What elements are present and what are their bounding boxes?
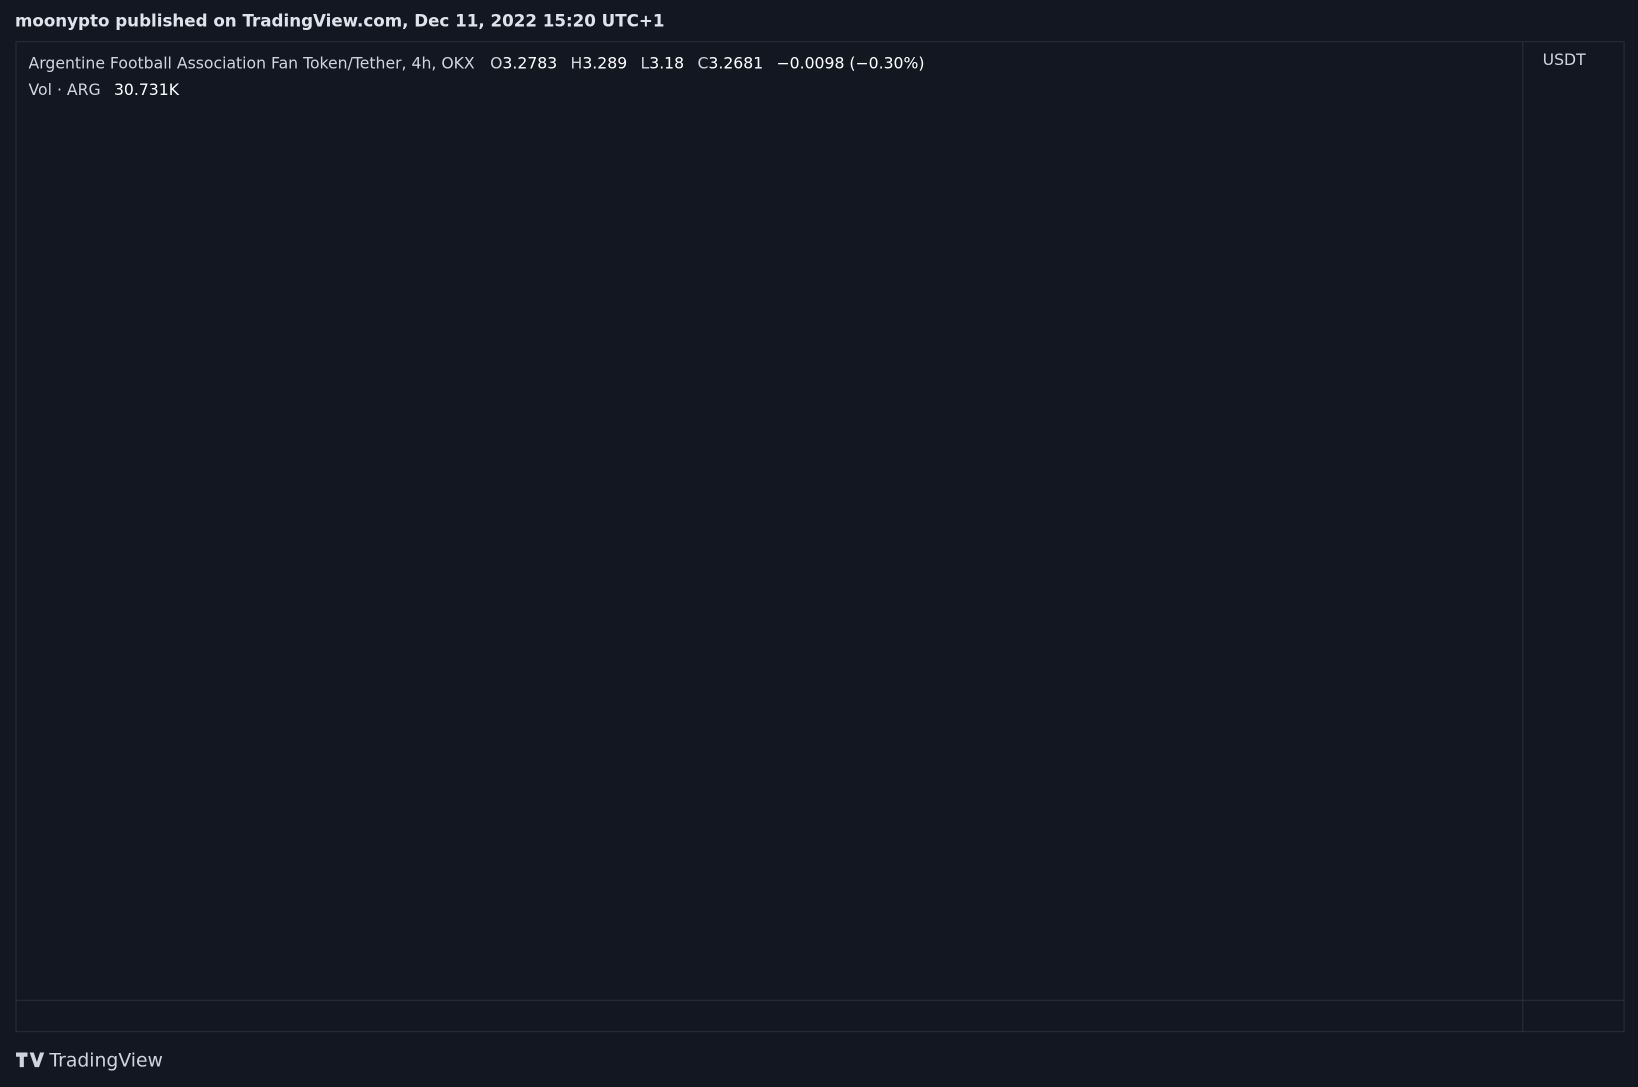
volume-legend: Vol · ARG 30.731K bbox=[29, 79, 180, 98]
volume-title: Vol · ARG bbox=[29, 79, 101, 98]
brand-name: TradingView bbox=[48, 1050, 162, 1071]
ohlc-key: H bbox=[571, 53, 583, 72]
unit-label: USDT bbox=[1543, 50, 1586, 69]
logo bbox=[16, 1052, 45, 1068]
branding: TradingView bbox=[16, 1050, 163, 1071]
legend: Argentine Football Association Fan Token… bbox=[29, 53, 925, 72]
ohlc-value: 3.2783 bbox=[502, 53, 557, 72]
change: −0.0098 (−0.30%) bbox=[777, 53, 925, 72]
symbol-title: Argentine Football Association Fan Token… bbox=[29, 53, 475, 72]
volume-value: 30.731K bbox=[114, 79, 180, 98]
ohlc-key: C bbox=[697, 53, 708, 72]
ohlc-value: 3.289 bbox=[582, 53, 627, 72]
ohlc-key: O bbox=[490, 53, 502, 72]
ohlc-key: L bbox=[641, 53, 650, 72]
ohlc-value: 3.2681 bbox=[708, 53, 763, 72]
publish-header: moonypto published on TradingView.com, D… bbox=[15, 10, 665, 30]
ohlc-value: 3.18 bbox=[649, 53, 684, 72]
chart-frame bbox=[15, 41, 1625, 1033]
